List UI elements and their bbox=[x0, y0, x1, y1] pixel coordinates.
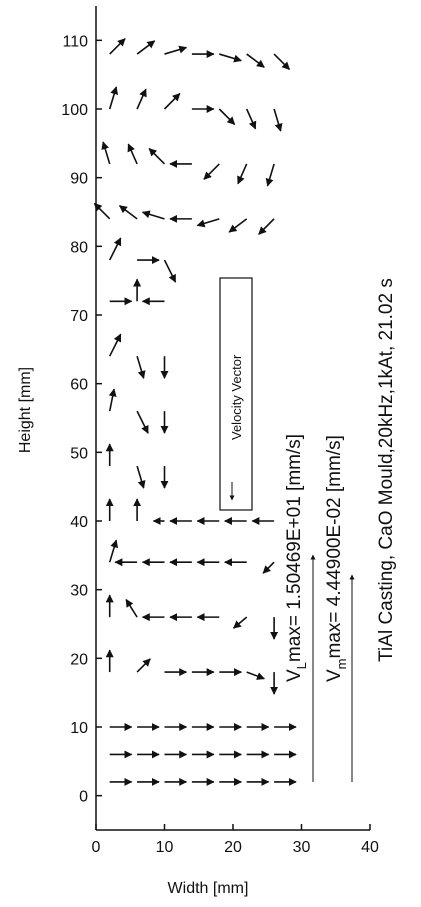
vector-arrow bbox=[149, 149, 164, 164]
vector-arrow bbox=[137, 41, 155, 54]
vector-arrow bbox=[137, 466, 144, 488]
vector-arrow bbox=[219, 109, 234, 124]
y-tick-label: 110 bbox=[62, 33, 88, 50]
vector-arrow bbox=[165, 94, 180, 109]
vector-arrow bbox=[165, 47, 187, 54]
y-tick-label: 10 bbox=[70, 720, 88, 737]
annotation-subscript: m bbox=[334, 658, 349, 669]
annotation: Vmmax= 4.44900E-02 [mm/s] bbox=[324, 435, 349, 682]
y-tick-label: 70 bbox=[70, 308, 88, 325]
annotation-symbol: V bbox=[284, 669, 305, 682]
vector-arrow bbox=[229, 219, 247, 232]
vector-arrow bbox=[274, 109, 281, 131]
vector-arrow bbox=[259, 219, 274, 234]
vector-arrow bbox=[268, 164, 275, 186]
vector-arrow bbox=[247, 109, 256, 129]
x-tick-label: 0 bbox=[92, 839, 101, 856]
vector-arrow bbox=[247, 54, 265, 67]
vector-arrow bbox=[204, 164, 219, 179]
y-tick-label: 80 bbox=[70, 239, 88, 256]
vector-arrow bbox=[137, 411, 148, 433]
x-tick-label: 30 bbox=[293, 839, 311, 856]
vector-arrow bbox=[110, 389, 114, 411]
annotation-text: max= 1.50469E+01 [mm/s] bbox=[284, 434, 305, 662]
x-tick-label: 10 bbox=[156, 839, 174, 856]
vector-arrow bbox=[234, 617, 247, 628]
y-tick-label: 40 bbox=[70, 514, 88, 531]
vector-arrow bbox=[110, 39, 125, 54]
chart: Width [mm] Height [mm] Velocity Vector V… bbox=[0, 0, 421, 907]
vector-arrow bbox=[137, 659, 150, 672]
vector-arrow bbox=[128, 144, 137, 164]
y-tick-label: 50 bbox=[70, 445, 88, 462]
vector-arrow bbox=[110, 540, 117, 562]
vector-arrow bbox=[137, 356, 144, 378]
annotation: TiAl Casting, CaO Mould,20kHz,1kAt, 21.0… bbox=[376, 278, 397, 662]
vector-arrow bbox=[110, 87, 117, 109]
vector-arrow bbox=[274, 54, 289, 69]
vector-arrow bbox=[110, 238, 121, 260]
legend-label: Velocity Vector bbox=[229, 354, 244, 440]
annotation: VLmax= 1.50469E+01 [mm/s] bbox=[284, 434, 309, 682]
vector-arrow bbox=[110, 334, 121, 356]
vector-arrow bbox=[247, 672, 265, 679]
y-tick-label: 0 bbox=[79, 789, 88, 806]
x-axis-label: Width [mm] bbox=[168, 880, 249, 897]
vector-arrow bbox=[197, 219, 219, 226]
vector-arrow bbox=[219, 54, 241, 61]
vector-arrow bbox=[263, 562, 274, 573]
vector-arrow bbox=[165, 260, 176, 282]
vector-arrow bbox=[120, 206, 138, 219]
x-tick-label: 20 bbox=[224, 839, 242, 856]
x-tick-label: 40 bbox=[361, 839, 379, 856]
annotation-subscript: L bbox=[294, 662, 309, 669]
vector-arrow bbox=[143, 212, 165, 219]
y-tick-label: 100 bbox=[61, 102, 88, 119]
annotation-text: max= 4.44900E-02 [mm/s] bbox=[324, 435, 345, 658]
y-tick-label: 90 bbox=[70, 171, 88, 188]
vector-arrow bbox=[238, 164, 247, 184]
y-axis-label: Height [mm] bbox=[17, 367, 34, 453]
annotation-symbol: V bbox=[324, 669, 345, 682]
y-tick-label: 20 bbox=[70, 651, 88, 668]
y-tick-label: 60 bbox=[70, 377, 88, 394]
vector-arrow bbox=[137, 89, 146, 109]
vector-arrow bbox=[126, 600, 137, 618]
vector-arrow bbox=[103, 142, 110, 164]
y-tick-label: 30 bbox=[70, 583, 88, 600]
